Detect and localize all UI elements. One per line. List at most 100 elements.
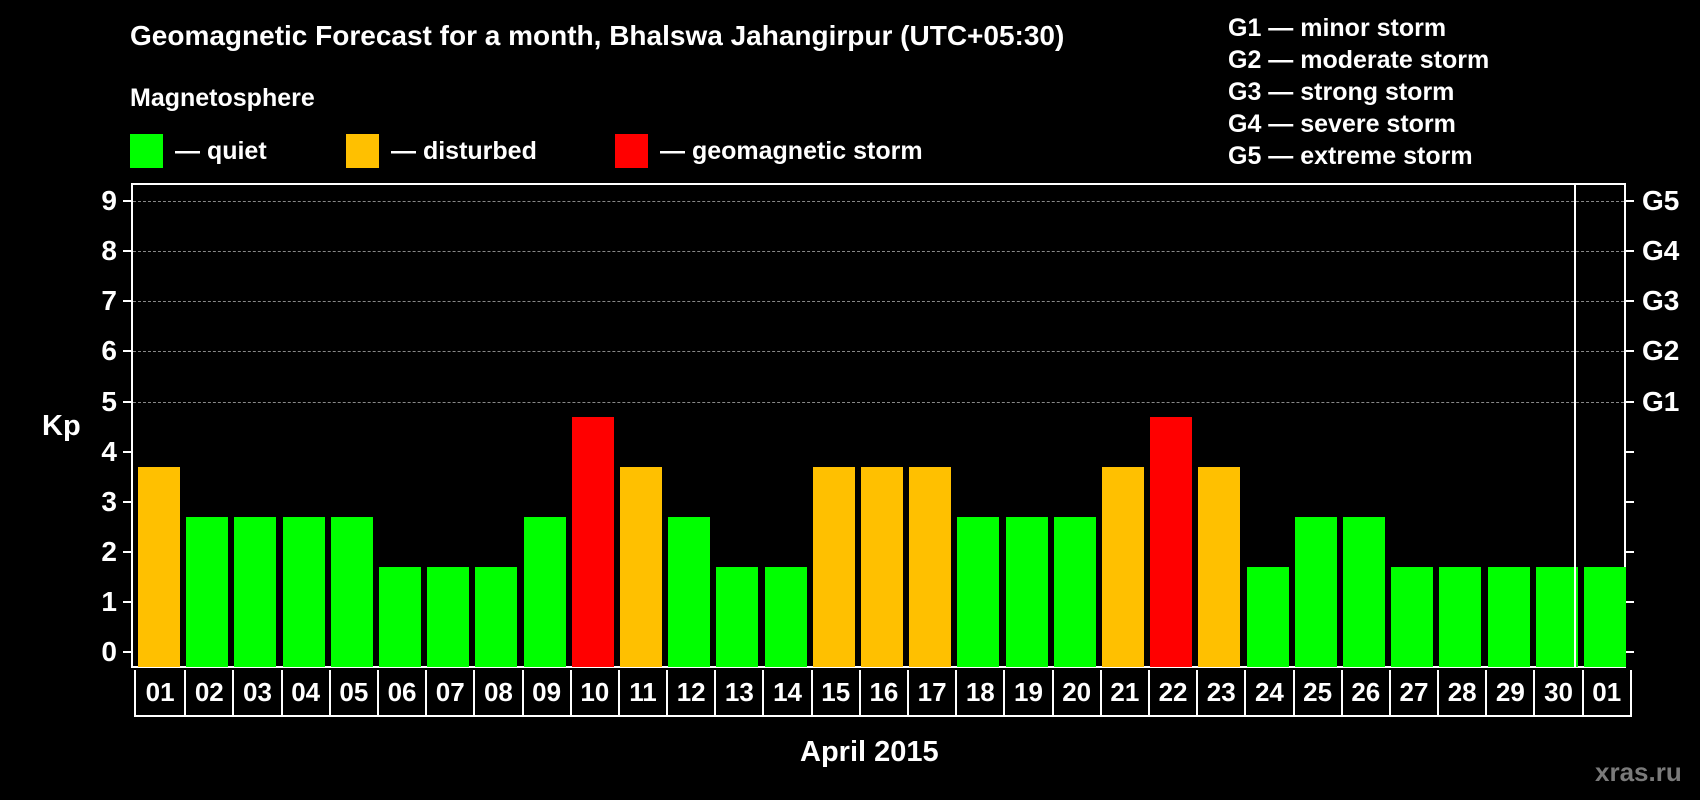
y-tick-label: 0 [101,636,117,667]
date-axis: 01 02 03 04 05 06 07 08 09 10 11 12 13 14 15 16 17 18 19 20… [134,670,1632,717]
g-scale-label: G2 [1642,335,1680,367]
bar-quiet [379,566,421,667]
date-label: 30 [1533,670,1581,715]
bar-quiet [957,516,1000,667]
right-tick-mark [1624,250,1634,253]
watermark: xras.ru [1595,757,1682,787]
chart-title: Geomagnetic Forecast for a month, Bhalsw… [130,20,1065,51]
right-tick-mark [1624,200,1634,203]
date-label: 11 [617,670,666,715]
bar-quiet [1584,566,1626,667]
date-label: 27 [1388,670,1437,715]
y-tick-label: 2 [101,535,117,567]
bar-quiet [1487,566,1530,667]
bar-quiet [1246,566,1289,667]
g-scale-label: G1 [1642,385,1680,417]
x-axis-label: April 2015 [800,736,939,768]
gridline [133,351,1624,353]
g-scale-label: G5 [1642,185,1680,217]
bar-quiet [1005,516,1048,667]
date-label: 03 [232,670,280,715]
bar-disturbed [812,466,855,667]
bar-disturbed [138,466,180,667]
date-label: 14 [762,670,810,715]
date-label: 15 [810,670,859,715]
bar-storm [1150,416,1193,667]
y-tick-mark [123,250,133,253]
right-tick-mark [1624,600,1634,603]
bar-quiet [668,516,711,667]
g-scale-label: G3 [1642,285,1680,317]
bar-disturbed [909,466,952,667]
bar-disturbed [620,466,662,667]
date-label: 20 [1051,670,1100,715]
y-tick-mark [123,350,133,353]
bar-quiet [234,516,277,667]
date-label: 18 [955,670,1003,715]
right-tick-mark [1624,350,1634,353]
date-label: 16 [858,670,907,715]
g-legend-item: G4 — severe storm [1228,110,1456,138]
date-label: 06 [376,670,425,715]
g-legend-item: G1 — minor storm [1228,14,1447,42]
y-tick-label: 4 [101,435,117,467]
date-label: 12 [666,670,714,715]
bar-storm [571,416,614,667]
y-axis-label: Kp [42,410,81,442]
y-tick-label: 9 [101,185,117,217]
bar-quiet [1439,566,1482,667]
date-label: 23 [1196,670,1244,715]
date-label: 10 [569,670,618,715]
date-label: 07 [425,670,473,715]
plot-area [131,183,1626,668]
right-tick-mark [1624,450,1634,453]
date-label: 09 [521,670,570,715]
bar-quiet [523,516,566,667]
date-label: 02 [184,670,232,715]
y-tick-label: 7 [101,285,117,317]
gridline [133,201,1624,203]
date-label: 19 [1003,670,1051,715]
bar-quiet [1535,566,1578,667]
bar-quiet [1343,516,1385,667]
disturbed-swatch-icon [346,134,379,168]
date-label: 21 [1099,670,1148,715]
right-tick-mark [1624,550,1634,553]
bar-quiet [716,566,759,667]
bar-quiet [475,566,518,667]
date-label: 26 [1340,670,1389,715]
right-tick-mark [1624,651,1634,653]
bar-quiet [1294,516,1337,667]
bar-quiet [1391,566,1434,667]
date-label: 29 [1485,670,1533,715]
bar-disturbed [1198,466,1241,667]
gridline [133,401,1624,403]
y-tick-mark [123,550,133,553]
bar-quiet [427,566,470,667]
y-tick-mark [123,450,133,453]
bar-quiet [186,516,229,667]
g-legend-item: G2 — moderate storm [1228,46,1490,74]
legend-item-disturbed: — disturbed [346,134,537,168]
date-label: 01 [1581,670,1630,715]
gridline [133,251,1624,253]
legend-item-quiet: — quiet [130,134,267,168]
y-tick-label: 3 [101,485,117,517]
date-label: 22 [1147,670,1196,715]
right-tick-mark [1624,500,1634,503]
date-label: 04 [280,670,329,715]
date-label: 05 [328,670,377,715]
next-month-separator [1574,183,1576,668]
storm-swatch-icon [615,134,648,168]
y-tick-label: 8 [101,235,117,267]
bar-disturbed [1102,466,1144,667]
legend-label: — quiet [175,136,267,165]
y-tick-mark [123,200,133,203]
right-tick-mark [1624,400,1634,403]
date-label: 17 [907,670,955,715]
y-tick-mark [123,400,133,403]
g-legend-item: G3 — strong storm [1228,78,1455,106]
y-tick-mark [123,600,133,603]
bar-quiet [764,566,807,667]
date-label: 28 [1437,670,1485,715]
